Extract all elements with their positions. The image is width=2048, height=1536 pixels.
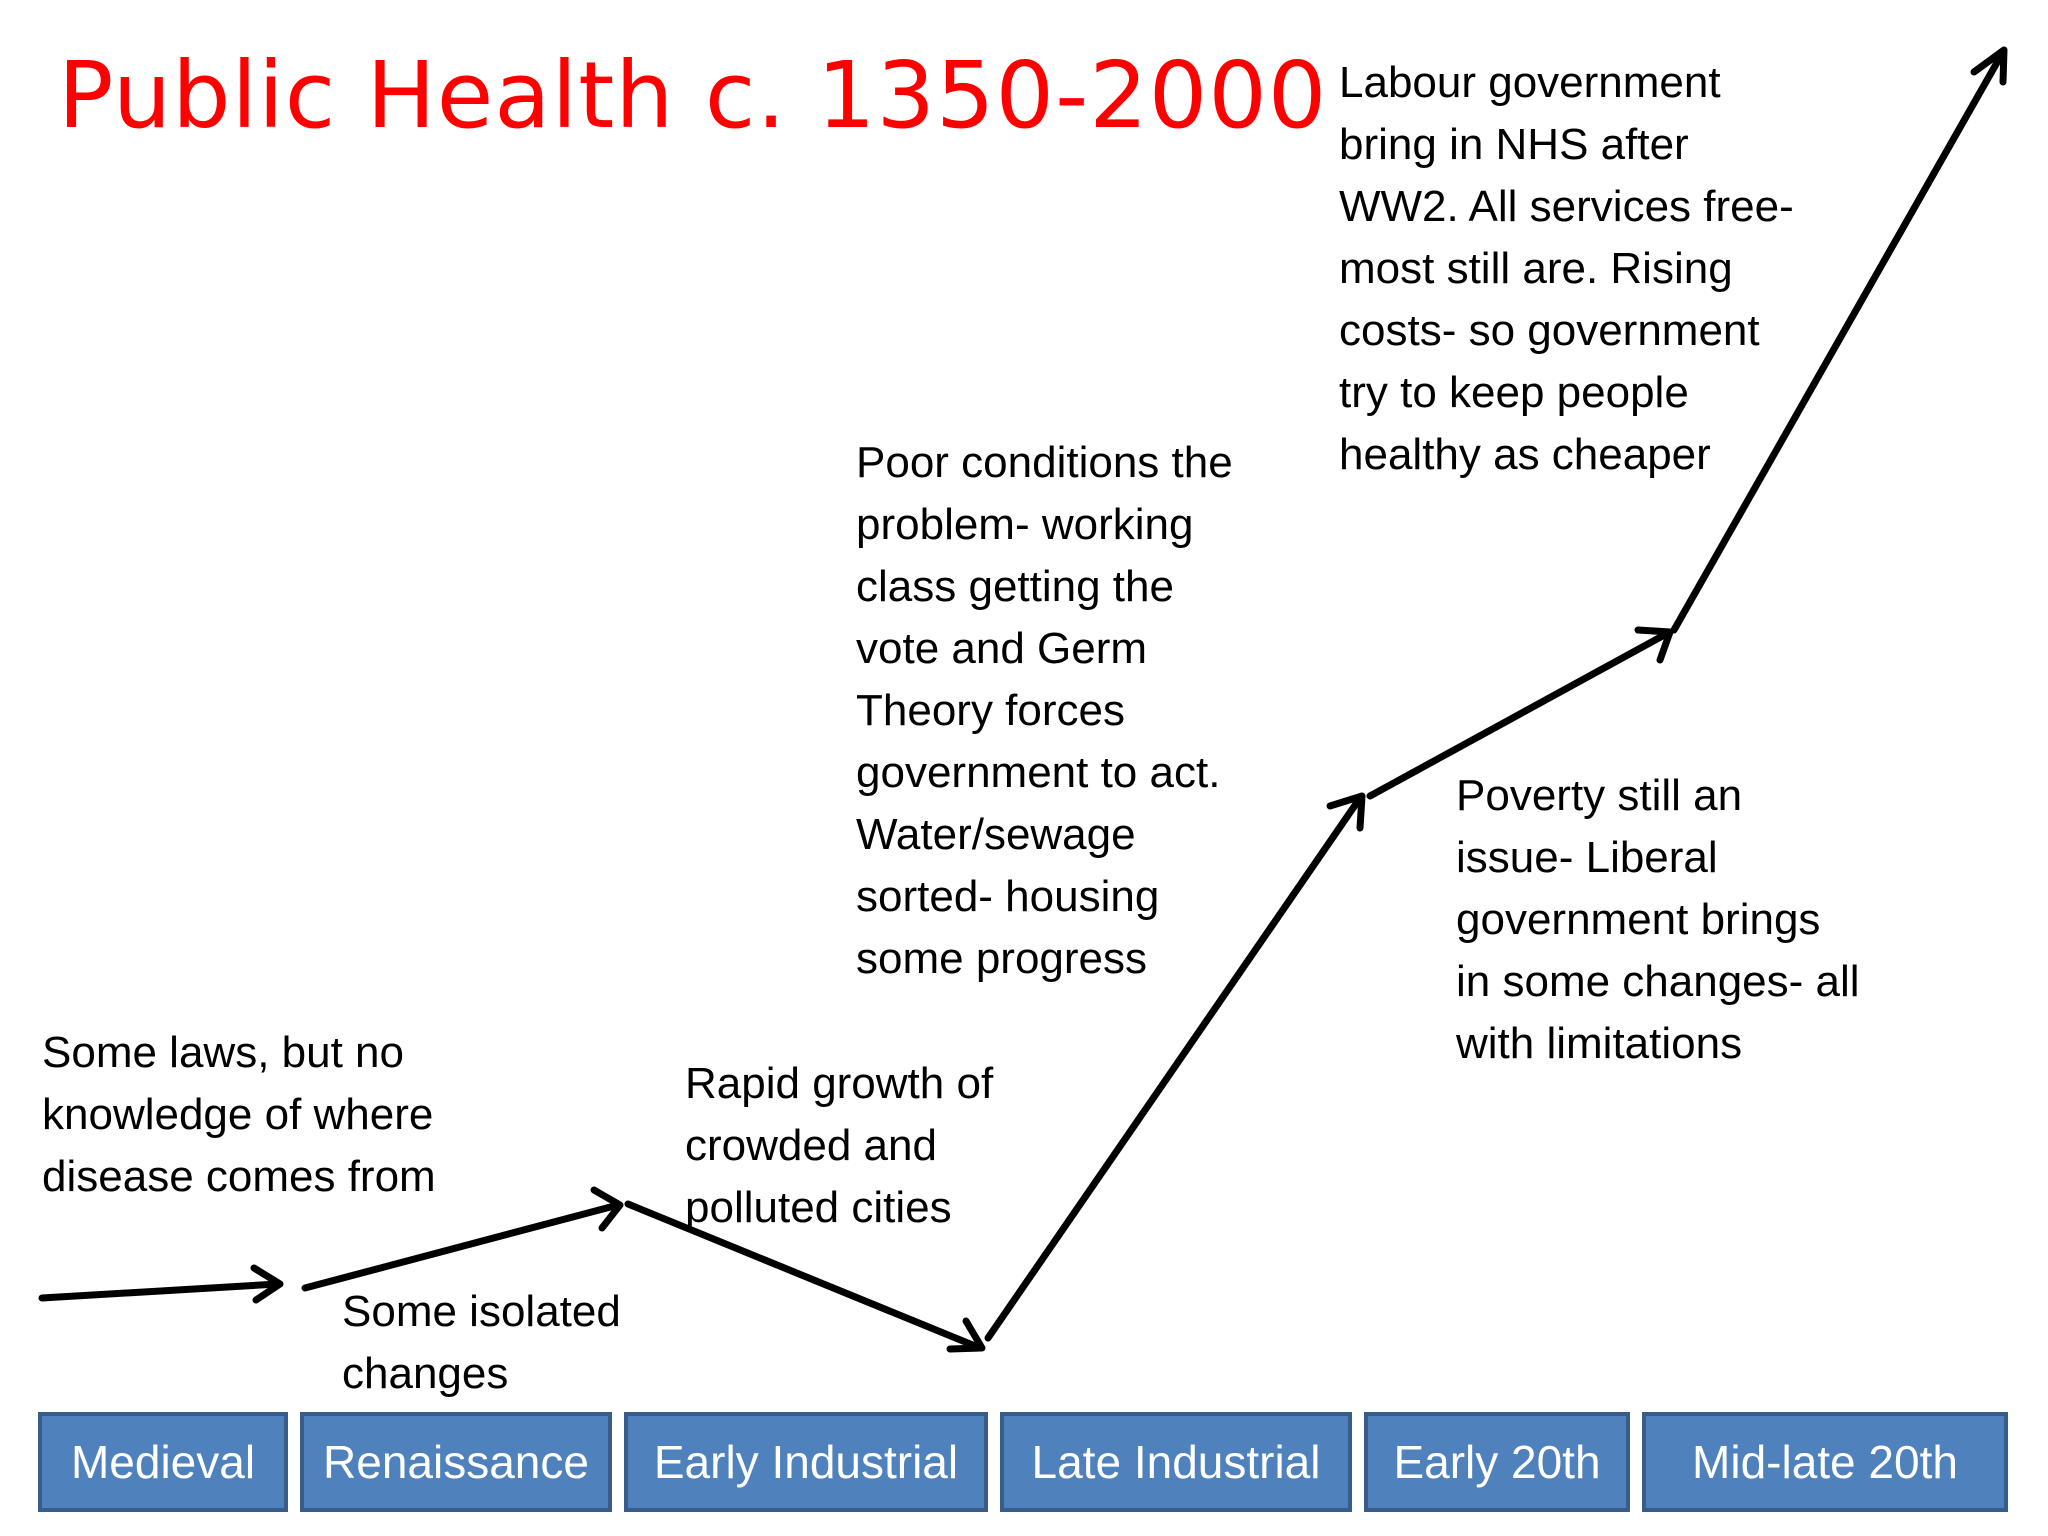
period-mid-late-20th: Mid-late 20th	[1642, 1412, 2008, 1512]
period-late-industrial: Late Industrial	[1000, 1412, 1352, 1512]
arrow-mid-late-20th	[1670, 46, 2008, 634]
period-renaissance: Renaissance	[300, 1412, 612, 1512]
note-late-industrial: Poor conditions the problem- working cla…	[856, 438, 1233, 983]
period-medieval: Medieval	[38, 1412, 288, 1512]
note-early-industrial: Rapid growth of crowded and polluted cit…	[685, 1059, 994, 1232]
arrow-early-20th	[1366, 626, 1674, 800]
arrow-early-industrial	[624, 1200, 986, 1353]
arrow-medieval	[38, 1264, 284, 1304]
page-title: Public Health c. 1350-2000	[58, 42, 1328, 149]
note-mid-late-20th: Labour government bring in NHS after WW2…	[1339, 58, 1794, 479]
arrow-late-industrial	[984, 792, 1366, 1342]
note-medieval: Some laws, but no knowledge of where dis…	[42, 1028, 436, 1201]
note-renaissance: Some isolated changes	[342, 1287, 621, 1398]
note-early-20th: Poverty still an issue- Liberal governme…	[1456, 771, 1860, 1068]
period-early-industrial: Early Industrial	[624, 1412, 988, 1512]
period-early-20th: Early 20th	[1364, 1412, 1630, 1512]
arrow-renaissance	[301, 1186, 624, 1292]
